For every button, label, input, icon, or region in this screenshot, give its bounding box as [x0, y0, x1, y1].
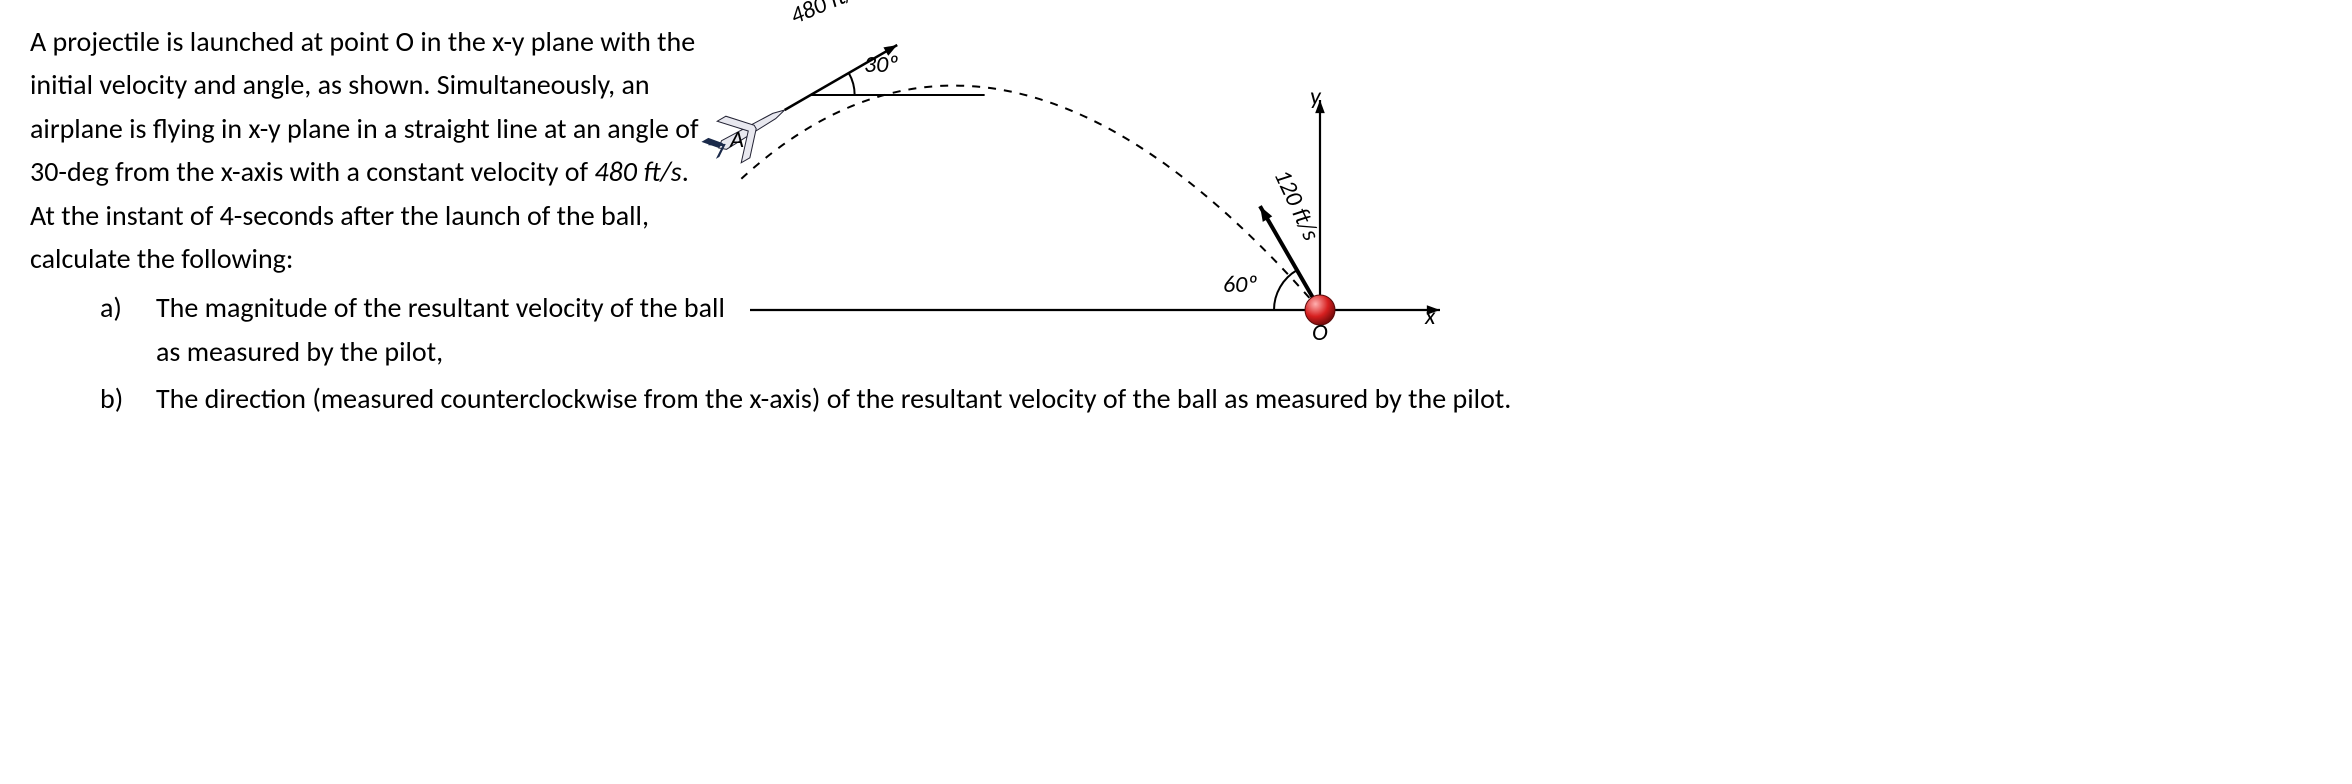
ball-angle-label: 60º	[1223, 270, 1257, 299]
physics-figure: 480 ft/s 30º A 120 ft/s 60º y x O	[680, 10, 1460, 350]
problem-container: A projectile is launched at point O in t…	[30, 20, 2322, 280]
y-axis-label: y	[1310, 82, 1321, 111]
question-a: a) The magnitude of the resultant veloci…	[100, 286, 740, 373]
figure-svg	[680, 10, 1460, 350]
question-b: b) The direction (measured counterclockw…	[100, 377, 2310, 420]
x-axis-label: x	[1425, 302, 1435, 331]
figure-column: 480 ft/s 30º A 120 ft/s 60º y x O	[730, 20, 2322, 280]
body-b: The direction (measured counterclockwise…	[156, 377, 2310, 420]
airplane-angle-label: 30º	[864, 50, 898, 79]
origin-label: O	[1312, 318, 1328, 347]
marker-b: b)	[100, 377, 156, 420]
body-a: The magnitude of the resultant velocity …	[156, 286, 740, 373]
speed-phrase: 480 ft/s	[594, 154, 681, 189]
text-column: A projectile is launched at point O in t…	[30, 20, 730, 280]
airplane-point-label: A	[730, 125, 744, 154]
marker-a: a)	[100, 286, 156, 329]
problem-statement: A projectile is launched at point O in t…	[30, 20, 710, 280]
